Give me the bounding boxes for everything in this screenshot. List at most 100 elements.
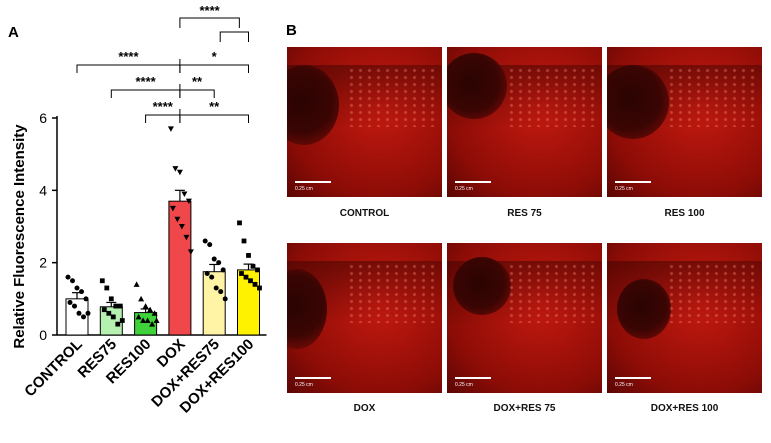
data-point	[257, 285, 262, 291]
data-point	[144, 317, 151, 324]
panel-a-letter: A	[8, 24, 19, 41]
y-axis-label: Relative Fluorescence Intensity	[11, 124, 28, 349]
data-point	[250, 263, 256, 269]
data-point	[83, 296, 89, 302]
y-tick-label: 2	[39, 255, 47, 271]
significance-label: **	[209, 99, 220, 114]
scale-label: 0.25 cm	[615, 186, 633, 192]
data-point	[237, 220, 242, 226]
image-res75: 0.25 cm	[447, 47, 602, 197]
scale-bar	[455, 181, 491, 183]
significance-label: ****	[153, 99, 174, 114]
data-point	[204, 271, 210, 277]
data-point	[110, 314, 116, 320]
data-point	[255, 267, 260, 273]
data-point	[138, 295, 145, 302]
bar-dox+res75	[202, 271, 226, 336]
y-tick-label: 4	[39, 182, 47, 198]
data-point	[153, 317, 160, 324]
data-point	[176, 169, 183, 176]
data-point	[151, 310, 158, 316]
significance-label: **	[192, 74, 203, 89]
bar-chart: Relative Fluorescence Intensity 0246CONTR…	[11, 3, 267, 417]
significance-bracket	[145, 114, 181, 123]
scale-label: 0.25 cm	[295, 186, 313, 192]
data-point	[222, 296, 228, 302]
data-point	[115, 321, 121, 327]
significance-bracket	[219, 31, 249, 42]
significance-label: *	[212, 49, 218, 64]
data-point	[169, 205, 176, 212]
image-label-dox: DOX	[353, 403, 376, 414]
data-point	[65, 274, 71, 280]
panel-b-letter: B	[286, 22, 297, 39]
data-point	[172, 166, 179, 172]
data-point	[241, 238, 247, 244]
data-point	[202, 238, 208, 244]
data-point	[74, 285, 80, 291]
data-point	[185, 198, 192, 205]
image-dox: 0.25 cm	[287, 243, 442, 393]
image-label-dox-res75: DOX+RES 75	[493, 403, 556, 414]
data-point	[106, 310, 112, 316]
data-point	[81, 314, 86, 320]
data-point	[207, 242, 213, 248]
image-label-dox-res100: DOX+RES 100	[650, 403, 719, 414]
data-point	[133, 281, 140, 287]
data-point	[209, 274, 215, 280]
data-point	[72, 303, 77, 309]
data-point	[243, 274, 249, 280]
image-control: 0.25 cm	[287, 47, 442, 197]
data-point	[211, 256, 217, 262]
data-point	[135, 313, 142, 320]
data-point	[246, 253, 251, 258]
data-point	[187, 249, 194, 255]
data-point	[113, 303, 119, 309]
data-point	[99, 278, 105, 284]
data-point	[248, 278, 253, 284]
data-point	[79, 289, 84, 295]
significance-bracket	[179, 114, 249, 123]
scale-label: 0.25 cm	[295, 382, 313, 388]
image-dox-res75: 0.25 cm	[447, 243, 602, 393]
image-label-res100: RES 100	[664, 208, 705, 219]
significance-bracket	[179, 89, 215, 98]
data-point	[119, 318, 125, 323]
scale-bar	[455, 377, 491, 379]
data-point	[239, 271, 244, 276]
data-point	[181, 191, 188, 197]
scale-bar	[295, 377, 331, 379]
data-point	[183, 234, 190, 241]
image-label-res75: RES 75	[507, 208, 542, 219]
significance-bracket	[76, 64, 181, 73]
scale-bar	[295, 181, 331, 183]
significance-bracket	[179, 64, 249, 73]
data-point	[147, 306, 154, 313]
data-point	[108, 296, 114, 302]
data-point	[220, 267, 226, 273]
y-tick-label: 0	[39, 327, 47, 343]
significance-label: ****	[118, 49, 139, 64]
data-point	[67, 299, 73, 305]
image-res100: 0.25 cm	[607, 47, 762, 197]
data-point	[218, 289, 224, 295]
data-point	[213, 285, 219, 291]
scale-bar	[615, 377, 651, 379]
data-point	[167, 126, 174, 132]
data-point	[85, 310, 91, 316]
data-point	[142, 303, 149, 309]
data-point	[101, 307, 107, 313]
data-point	[117, 303, 123, 309]
image-label-control: CONTROL	[339, 208, 390, 219]
scale-label: 0.25 cm	[455, 382, 473, 388]
scale-label: 0.25 cm	[455, 186, 473, 192]
data-point	[70, 278, 75, 284]
data-point	[174, 216, 181, 223]
significance-bracket	[110, 89, 181, 98]
significance-label: ****	[200, 3, 221, 18]
data-point	[149, 321, 156, 327]
data-point	[104, 285, 110, 291]
data-point	[76, 310, 82, 316]
image-dox-res100: 0.25 cm	[607, 243, 762, 393]
scale-label: 0.25 cm	[615, 382, 633, 388]
